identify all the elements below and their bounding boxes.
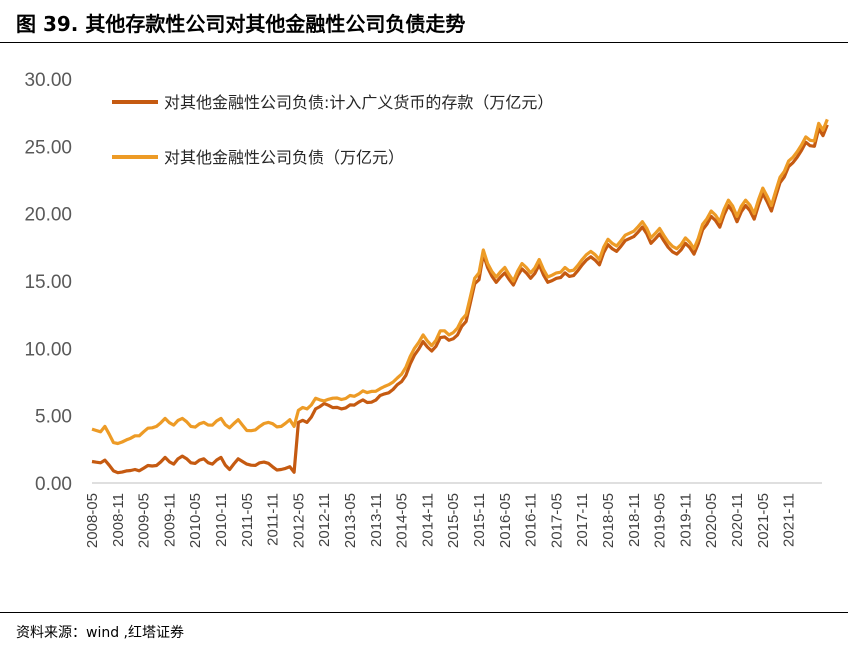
y-tick-label: 0.00 bbox=[35, 474, 72, 495]
x-tick-label: 2010-11 bbox=[213, 493, 230, 547]
series-line-1 bbox=[91, 124, 829, 475]
x-tick-label: 2018-05 bbox=[600, 493, 617, 548]
x-tick-label: 2014-11 bbox=[419, 493, 436, 547]
x-tick-label: 2013-05 bbox=[342, 493, 359, 548]
x-tick-label: 2018-11 bbox=[626, 493, 643, 547]
x-tick-label: 2017-05 bbox=[548, 493, 565, 548]
line-chart: 0.00 5.00 10.00 15.00 20.00 25.00 30.00 2008-0… bbox=[24, 70, 829, 548]
y-axis: 0.00 5.00 10.00 15.00 20.00 25.00 30.00 bbox=[24, 70, 72, 495]
x-tick-label: 2010-05 bbox=[187, 493, 204, 548]
legend-label-1: 对其他金融性公司负债:计入广义货币的存款（万亿元） bbox=[164, 93, 553, 112]
source-note: 资料来源：wind ,红塔证券 bbox=[16, 625, 184, 641]
x-tick-label: 2021-11 bbox=[781, 493, 798, 547]
y-tick-label: 10.00 bbox=[24, 339, 72, 360]
footer-divider bbox=[0, 612, 848, 613]
x-tick-label: 2008-11 bbox=[110, 493, 127, 547]
page-title: 图 39. 其他存款性公司对其他金融性公司负债走势 bbox=[16, 12, 466, 36]
x-tick-label: 2014-05 bbox=[394, 493, 411, 548]
y-tick-label: 30.00 bbox=[24, 70, 72, 91]
x-tick-label: 2015-11 bbox=[471, 493, 488, 547]
x-tick-label: 2017-11 bbox=[574, 493, 591, 547]
y-tick-label: 5.00 bbox=[35, 407, 72, 428]
x-tick-label: 2011-05 bbox=[239, 493, 256, 547]
x-tick-label: 2019-05 bbox=[652, 493, 669, 548]
x-tick-label: 2015-05 bbox=[445, 493, 462, 548]
x-tick-label: 2011-11 bbox=[265, 493, 282, 546]
x-tick-label: 2020-05 bbox=[703, 493, 720, 548]
x-tick-label: 2008-05 bbox=[84, 493, 101, 548]
x-tick-label: 2019-11 bbox=[677, 493, 694, 547]
x-tick-label: 2016-05 bbox=[497, 493, 514, 548]
x-tick-label: 2009-11 bbox=[161, 493, 178, 547]
x-tick-label: 2012-05 bbox=[290, 493, 307, 548]
y-tick-label: 15.00 bbox=[24, 272, 72, 293]
series-lines bbox=[91, 118, 829, 475]
x-tick-label: 2012-11 bbox=[316, 493, 333, 547]
y-tick-label: 25.00 bbox=[24, 137, 72, 158]
x-tick-label: 2021-05 bbox=[755, 493, 772, 548]
y-tick-label: 20.00 bbox=[24, 205, 72, 226]
title-divider bbox=[0, 42, 848, 43]
chart-legend: 对其他金融性公司负债:计入广义货币的存款（万亿元） 对其他金融性公司负债（万亿元） bbox=[112, 93, 553, 167]
x-tick-label: 2016-11 bbox=[523, 493, 540, 547]
x-axis: 2008-05 2008-11 2009-05 2009-11 2010-05 2010-… bbox=[84, 482, 822, 548]
x-tick-label: 2009-05 bbox=[136, 493, 153, 548]
legend-label-2: 对其他金融性公司负债（万亿元） bbox=[164, 148, 404, 167]
series-line-2 bbox=[91, 118, 829, 446]
x-tick-label: 2020-11 bbox=[729, 493, 746, 547]
x-tick-label: 2013-11 bbox=[368, 493, 385, 547]
